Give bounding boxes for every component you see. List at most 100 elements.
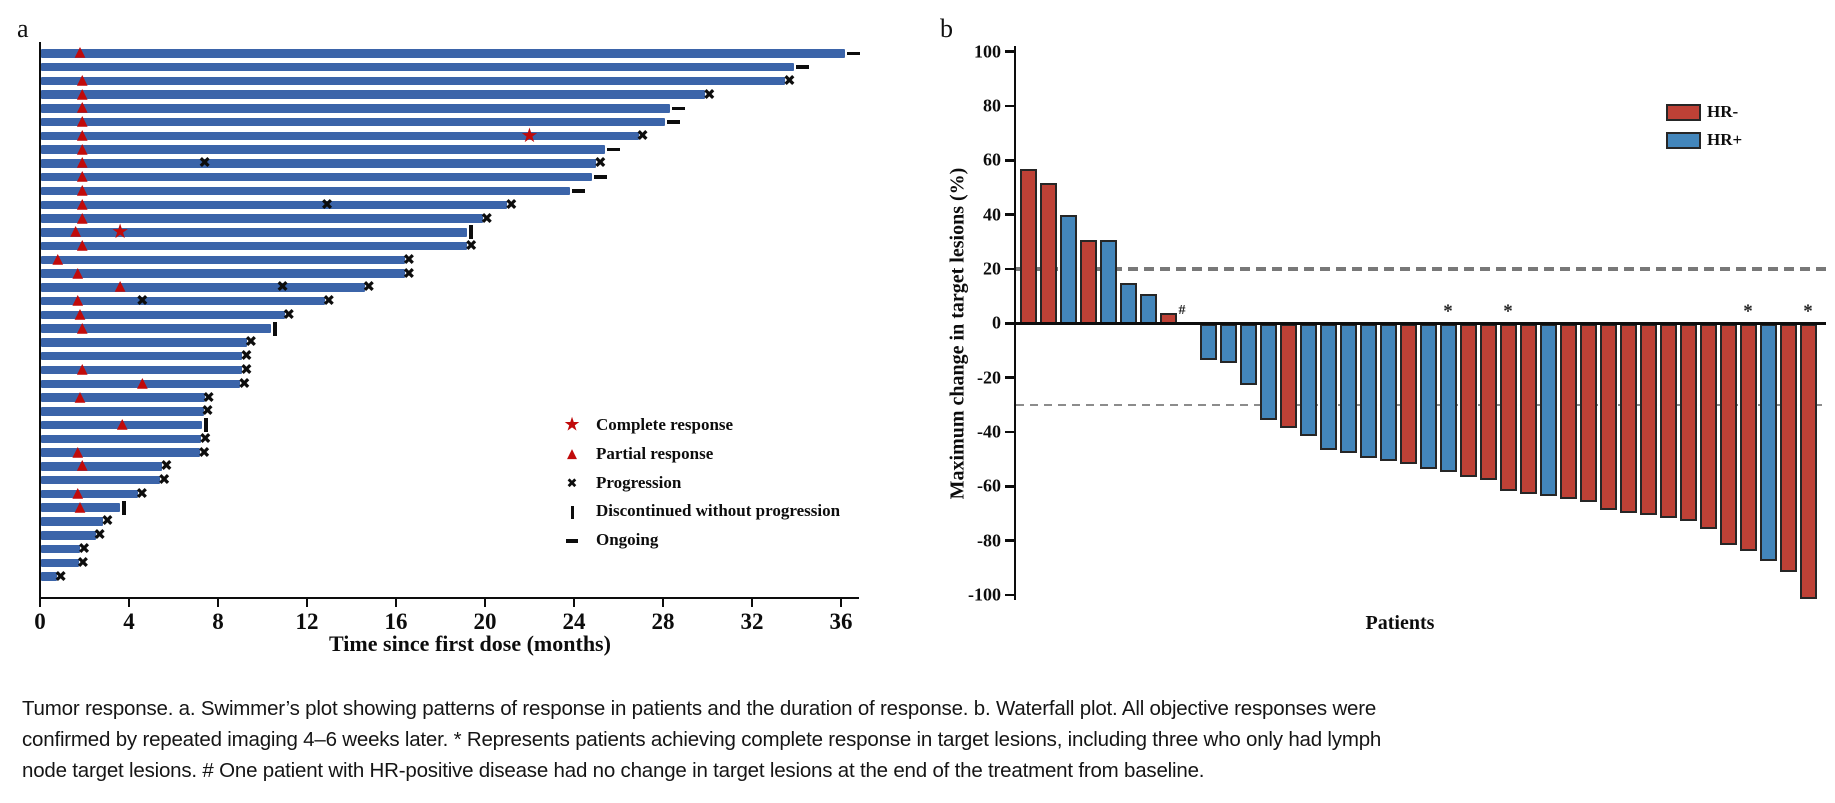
swimmer-bar	[41, 407, 204, 416]
y-tick	[1005, 593, 1014, 597]
swimmer-bar	[41, 324, 272, 333]
swimmer-y-axis	[38, 42, 42, 599]
waterfall-bar	[1599, 323, 1617, 510]
x-tick	[661, 597, 665, 607]
progression-end-marker: ✖	[237, 374, 251, 393]
waterfall-bar	[1079, 239, 1097, 326]
swimmer-bar	[41, 462, 163, 471]
progression-end-marker: ✖	[77, 539, 91, 558]
waterfall-bar	[1619, 323, 1637, 513]
partial-response-marker: ▲	[76, 168, 88, 185]
swimmer-bar	[41, 186, 570, 196]
waterfall-bar	[1279, 323, 1297, 429]
complete-response-marker: ★	[520, 122, 539, 147]
progression-end-marker: ✖	[93, 525, 106, 544]
progression-end-marker: ✖	[402, 250, 416, 269]
y-tick-label: 0	[992, 312, 1001, 333]
progression-end-marker: ✖	[101, 511, 114, 530]
swimmer-bar	[41, 544, 81, 554]
swimmer-bar	[41, 503, 121, 512]
swimmer-bar	[41, 531, 96, 540]
caption-line-1: Tumor response. a. Swimmer’s plot showin…	[22, 697, 1377, 720]
waterfall-bar	[1499, 323, 1517, 491]
waterfall-bar	[1239, 323, 1257, 385]
y-tick	[1005, 430, 1014, 434]
progression-end-marker: ✖	[240, 360, 253, 379]
x-tick	[572, 597, 576, 607]
partial-response-marker: ▲	[76, 319, 88, 336]
progression-end-marker: ✖	[54, 567, 67, 586]
swimmer-bar	[41, 572, 57, 581]
x-tick	[394, 597, 398, 607]
y-tick-label: 100	[974, 41, 1001, 62]
y-tick-label: -40	[977, 421, 1001, 442]
progression-end-marker: ✖	[322, 291, 336, 310]
progression-marker: ✖	[276, 277, 289, 296]
partial-response-marker: ▲	[74, 388, 86, 405]
progression-end-marker: ✖	[201, 401, 214, 420]
y-tick	[1005, 158, 1014, 162]
partial-response-marker: ▲	[76, 113, 88, 130]
waterfall-bar	[1519, 323, 1537, 494]
y-tick	[1005, 322, 1014, 325]
progression-end-marker: ✖	[135, 484, 149, 503]
swimmer-bar	[41, 104, 670, 113]
swimmer-bar	[41, 131, 639, 141]
y-tick	[1005, 213, 1014, 216]
partial-response-marker: ▲	[76, 361, 88, 377]
progression-end-marker: ✖	[157, 470, 171, 489]
waterfall-bar	[1559, 323, 1577, 499]
x-tick	[216, 597, 220, 607]
swimmer-bar	[41, 117, 666, 127]
legend-progression-icon: ✖	[566, 476, 578, 491]
ongoing-marker	[796, 65, 810, 69]
legend-group-label: HR+	[1707, 130, 1743, 149]
swimmer-bar	[41, 365, 243, 375]
legend-group-label: HR-	[1707, 102, 1739, 121]
ongoing-marker	[847, 51, 861, 56]
swimmer-bar	[41, 159, 597, 168]
partial-response-marker: ▲	[76, 71, 88, 88]
waterfall-bar	[1299, 323, 1317, 437]
x-tick	[305, 597, 309, 607]
x-tick-label: 8	[212, 609, 224, 634]
waterfall-baseline	[1013, 322, 1826, 325]
progression-end-marker: ✖	[702, 85, 716, 104]
waterfall-bar	[1679, 323, 1697, 521]
legend-item-label: Progression	[596, 472, 682, 492]
discontinued-marker	[273, 321, 277, 336]
y-tick	[1005, 267, 1014, 271]
legend-item-label: Discontinued without progression	[596, 501, 841, 520]
progression-marker: ✖	[136, 291, 149, 310]
progression-end-marker: ✖	[593, 153, 607, 172]
partial-response-marker: ▲	[76, 154, 88, 171]
partial-response-marker: ▲	[72, 484, 84, 501]
discontinued-marker	[469, 225, 473, 240]
progression-end-marker: ✖	[160, 456, 173, 475]
panel-a-label: a	[17, 14, 29, 43]
star-annotation: *	[1803, 301, 1813, 322]
progression-end-marker: ✖	[504, 195, 518, 214]
swimmer-bar	[41, 448, 201, 457]
partial-response-marker: ▲	[76, 140, 88, 157]
partial-response-marker: ▲	[70, 223, 81, 240]
partial-response-marker: ▲	[76, 182, 88, 198]
swimmer-bar	[41, 228, 468, 237]
waterfall-bar	[1099, 239, 1117, 326]
ongoing-marker	[671, 106, 685, 111]
ongoing-marker	[607, 147, 621, 152]
waterfall-bar	[1419, 323, 1437, 470]
progression-end-marker: ✖	[282, 305, 296, 324]
legend-item-label: Ongoing	[596, 530, 659, 549]
y-tick-label: 20	[983, 258, 1001, 279]
waterfall-bar	[1259, 323, 1277, 421]
hash-annotation: #	[1178, 303, 1186, 318]
discontinued-marker	[122, 500, 126, 515]
partial-response-marker: ▲	[76, 85, 88, 102]
swimmer-x-axis	[38, 596, 859, 600]
threshold-line-plus20	[1016, 267, 1832, 271]
swimmer-bar	[41, 434, 202, 444]
progression-end-marker: ✖	[480, 209, 494, 228]
hr-negative-swatch	[1666, 104, 1701, 121]
